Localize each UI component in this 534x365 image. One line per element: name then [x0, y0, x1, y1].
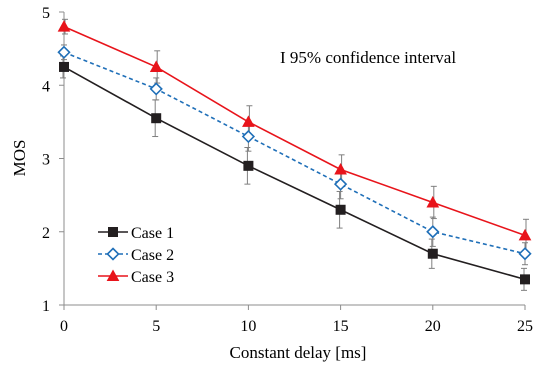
series-1-point — [427, 248, 438, 259]
legend-marker — [106, 247, 120, 261]
legend-marker — [108, 227, 118, 237]
series-3-point — [334, 162, 347, 175]
y-tick-label: 1 — [42, 298, 50, 315]
x-tick-label: 10 — [240, 318, 256, 335]
series-1-point — [59, 61, 69, 72]
ticks: 0 5 10 15 20 25 1 2 3 4 5 — [42, 5, 533, 335]
x-tick-label: 5 — [152, 318, 160, 335]
series-1-point — [335, 204, 346, 215]
series-2-point — [333, 177, 348, 191]
series-2-point — [241, 129, 256, 144]
y-tick-label: 5 — [42, 5, 50, 22]
x-axis-label: Constant delay [ms] — [230, 343, 367, 362]
series-2-point — [426, 225, 440, 239]
y-tick-label: 3 — [42, 152, 50, 169]
legend: Case 1 Case 2 Case 3 — [98, 225, 174, 286]
series-line-1 — [63, 66, 526, 281]
x-tick-label: 25 — [517, 318, 533, 335]
series-3-point — [242, 115, 255, 127]
y-axis-label: MOS — [10, 140, 29, 177]
series-3-point — [149, 60, 163, 72]
series-1-point — [520, 274, 530, 285]
confidence-interval-note: I 95% confidence interval — [280, 48, 456, 67]
series-line-3 — [63, 25, 526, 237]
x-tick-label: 15 — [333, 318, 349, 335]
series-3-point — [57, 20, 71, 32]
legend-label: Case 3 — [131, 269, 174, 286]
series-3-point — [518, 228, 532, 241]
series-2-point — [518, 247, 532, 261]
series-3-point — [426, 195, 440, 208]
x-tick-label: 0 — [60, 318, 68, 335]
y-tick-label: 4 — [42, 78, 50, 95]
legend-label: Case 2 — [131, 247, 174, 264]
series-1-point — [151, 113, 162, 124]
series-2-point — [149, 82, 163, 96]
legend-label: Case 1 — [131, 225, 174, 242]
series-2-point — [57, 45, 71, 59]
y-tick-label: 2 — [42, 225, 50, 242]
x-tick-label: 20 — [425, 318, 441, 335]
legend-marker — [106, 269, 120, 281]
series-1-point — [243, 160, 254, 171]
series-line-2 — [63, 51, 526, 255]
series — [57, 20, 532, 285]
